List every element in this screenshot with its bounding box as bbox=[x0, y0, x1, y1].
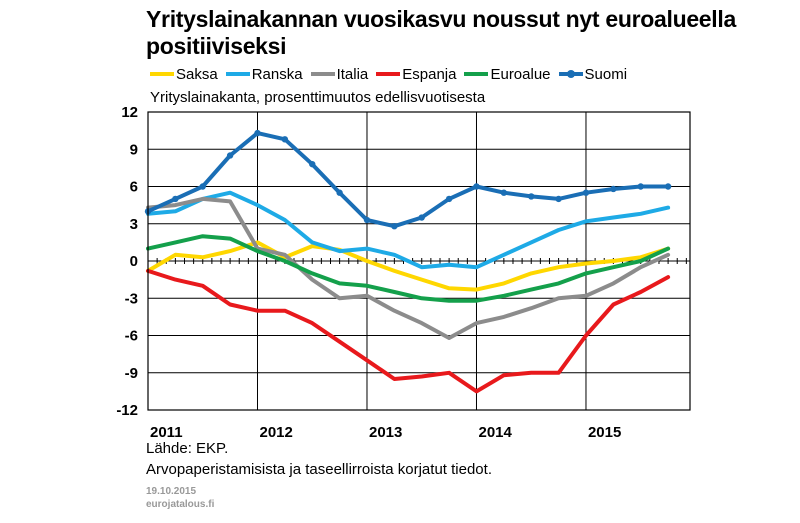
series-point-suomi bbox=[199, 183, 206, 190]
site-name: eurojatalous.fi bbox=[146, 499, 215, 510]
series-line-ranska bbox=[146, 190, 671, 270]
legend-marker bbox=[566, 70, 575, 78]
series-point-suomi bbox=[555, 195, 562, 203]
series-point-suomi bbox=[445, 195, 453, 203]
legend-swatch bbox=[376, 72, 401, 76]
legend-item-saksa: Saksa bbox=[150, 64, 218, 84]
series-point-suomi bbox=[582, 189, 590, 196]
series-line-espanja bbox=[146, 268, 671, 394]
series-point-suomi bbox=[226, 152, 234, 159]
y-tick-label: 6 bbox=[130, 179, 138, 196]
y-tick-label: -3 bbox=[125, 290, 138, 307]
legend-swatch bbox=[150, 72, 174, 76]
y-tick-label: -6 bbox=[125, 328, 138, 345]
series-point-suomi bbox=[363, 216, 371, 224]
series-point-suomi bbox=[391, 223, 398, 230]
x-tick-label: 2015 bbox=[588, 424, 621, 441]
series-point-suomi bbox=[309, 160, 316, 168]
legend-item-espanja: Espanja bbox=[376, 64, 456, 84]
legend-label: Espanja bbox=[402, 65, 457, 83]
y-tick-label: 9 bbox=[130, 141, 138, 158]
x-tick-label: 2012 bbox=[259, 424, 292, 441]
source-note: Lähde: EKP. bbox=[146, 440, 229, 457]
x-tick-label: 2011 bbox=[150, 424, 183, 441]
chart-legend: Saksa Ranska Italia Espanja Euroalue Suomi bbox=[150, 64, 635, 84]
legend-label: Italia bbox=[336, 65, 369, 83]
y-tick-label: 0 bbox=[130, 253, 138, 270]
chart-subtitle: Yrityslainakanta, prosenttimuutos edelli… bbox=[150, 89, 486, 106]
y-tick-label: -12 bbox=[116, 402, 138, 419]
legend-swatch bbox=[464, 72, 489, 76]
legend-item-italia: Italia bbox=[310, 64, 369, 84]
publication-date: 19.10.2015 bbox=[146, 486, 197, 497]
y-tick-label: 3 bbox=[130, 216, 138, 233]
series-point-suomi bbox=[528, 193, 535, 200]
legend-swatch bbox=[310, 72, 335, 76]
legend-item-suomi: Suomi bbox=[558, 64, 628, 84]
plot-frame bbox=[147, 111, 691, 411]
legend-item-euroalue: Euroalue bbox=[464, 64, 551, 84]
legend-label: Saksa bbox=[176, 65, 218, 83]
series-point-suomi bbox=[418, 214, 425, 221]
series-point-suomi bbox=[473, 183, 480, 190]
series-point-suomi bbox=[664, 183, 672, 190]
series-point-suomi bbox=[281, 136, 289, 143]
chart-title: Yrityslainakannan vuosikasvu noussut nyt… bbox=[146, 6, 736, 59]
series-point-suomi bbox=[172, 195, 179, 203]
y-tick-label: 12 bbox=[121, 104, 138, 121]
series-line-italia bbox=[146, 196, 671, 340]
series-line-euroalue bbox=[146, 234, 671, 303]
series-point-suomi bbox=[254, 129, 261, 137]
series-point-suomi bbox=[336, 189, 343, 196]
x-tick-label: 2013 bbox=[369, 424, 402, 441]
legend-item-ranska: Ranska bbox=[225, 64, 303, 84]
legend-swatch bbox=[558, 70, 583, 78]
data-note: Arvopaperistamisista ja taseellirroista … bbox=[146, 461, 492, 478]
y-tick-label: -9 bbox=[125, 365, 138, 382]
series-point-suomi bbox=[637, 183, 644, 190]
series-line-saksa bbox=[146, 240, 671, 292]
legend-label: Suomi bbox=[584, 65, 628, 83]
legend-label: Ranska bbox=[251, 65, 303, 83]
series-line-suomi bbox=[146, 131, 671, 229]
series-point-suomi bbox=[500, 189, 508, 196]
series-point-suomi bbox=[610, 185, 617, 193]
legend-label: Euroalue bbox=[490, 65, 551, 83]
legend-swatch bbox=[225, 72, 250, 76]
x-tick-label: 2014 bbox=[478, 424, 512, 441]
